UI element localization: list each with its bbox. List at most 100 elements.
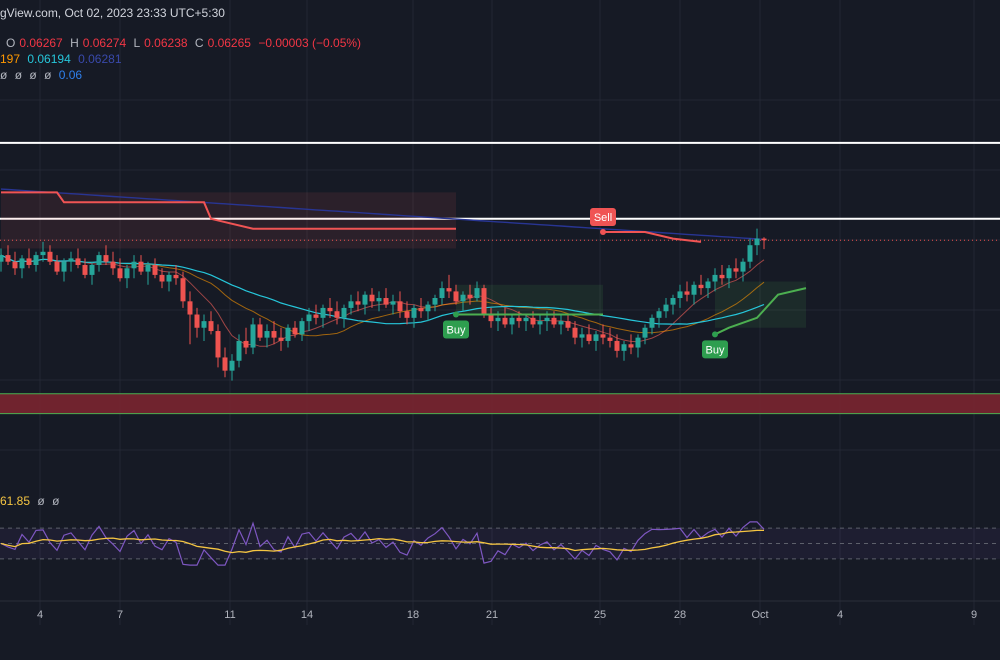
- fill-up-2: [715, 281, 806, 328]
- candle-body-66: [460, 294, 466, 302]
- signal-label-bg-0: [443, 320, 469, 339]
- candle-body-109: [761, 238, 767, 241]
- candle-body-40: [278, 337, 284, 341]
- x-tick-label-8: Oct: [751, 609, 768, 621]
- source-line: gView.com, Oct 02, 2023 23:33 UTC+5:30: [0, 6, 225, 20]
- candle-body-55: [383, 298, 389, 305]
- candle-body-85: [593, 334, 599, 341]
- candle-body-72: [502, 317, 508, 325]
- candle-body-64: [446, 288, 452, 292]
- candle-body-24: [166, 274, 172, 282]
- low-label: L: [133, 36, 141, 50]
- supertrend-down-line-2: [603, 231, 702, 243]
- candle-body-100: [698, 284, 704, 289]
- candle-body-35: [243, 340, 249, 348]
- candle-body-20: [138, 261, 144, 272]
- candle-body-42: [292, 327, 298, 335]
- candle-body-41: [285, 327, 291, 341]
- candle-body-47: [327, 307, 333, 312]
- indicator-value: 0.06: [58, 68, 83, 82]
- rsi-na-1: ø: [37, 494, 45, 508]
- rsi-line: [0, 521, 765, 566]
- ma-value-1: 197: [0, 52, 21, 66]
- x-tick-label-9: 4: [837, 609, 843, 621]
- x-tick-label-0: 4: [37, 609, 43, 621]
- candle-body-68: [474, 288, 480, 299]
- x-tick-label-5: 21: [486, 609, 498, 621]
- candle-body-97: [677, 291, 683, 299]
- candle-body-77: [537, 321, 543, 325]
- indicator-na-4: ø: [44, 68, 52, 82]
- candle-body-62: [432, 298, 438, 305]
- x-tick-label-2: 11: [224, 609, 235, 621]
- candle-body-21: [145, 265, 151, 272]
- candle-body-31: [215, 331, 221, 358]
- candle-body-10: [68, 258, 74, 262]
- candle-body-51: [355, 301, 361, 305]
- candle-body-102: [712, 274, 718, 282]
- candle-body-8: [54, 261, 60, 272]
- change-value: −0.00003 (−0.05%): [258, 36, 362, 50]
- high-value: 0.06274: [82, 36, 127, 50]
- candle-body-96: [670, 298, 676, 305]
- candle-body-45: [313, 314, 319, 318]
- signal-dot-2: [712, 331, 718, 338]
- candle-body-49: [341, 307, 347, 318]
- candle-body-33: [229, 360, 235, 371]
- candle-body-52: [362, 294, 368, 305]
- supertrend-down-line-1: [1, 191, 456, 230]
- candle-body-107: [747, 245, 753, 262]
- indicator-line: ø ø ø ø 0.06: [0, 68, 86, 82]
- candle-body-81: [565, 321, 571, 328]
- candle-body-71: [495, 317, 501, 322]
- candle-body-90: [628, 344, 634, 348]
- resistance-zone: [0, 393, 1000, 415]
- candle-body-69: [481, 288, 487, 315]
- candle-body-78: [544, 317, 550, 322]
- candle-body-94: [656, 311, 662, 318]
- candle-body-11: [75, 258, 81, 265]
- candle-body-87: [607, 337, 613, 341]
- candle-body-56: [390, 301, 396, 305]
- candle-body-105: [733, 268, 739, 272]
- candle-body-18: [124, 268, 130, 279]
- fill-down-1: [1, 192, 456, 249]
- signal-label-bg-1: [590, 207, 616, 226]
- rsi-header: 61.85 ø ø: [0, 494, 63, 508]
- ma-value-2: 0.06194: [27, 52, 71, 66]
- candle-body-84: [586, 334, 592, 341]
- fill-up-1: [456, 284, 603, 315]
- candle-body-53: [369, 294, 375, 302]
- candle-body-93: [649, 317, 655, 328]
- candle-body-95: [663, 304, 669, 312]
- x-tick-label-4: 18: [407, 609, 419, 621]
- candle-body-25: [173, 274, 179, 279]
- candle-body-58: [404, 311, 410, 318]
- candle-body-26: [180, 278, 186, 302]
- candle-body-48: [334, 311, 340, 318]
- indicator-na-2: ø: [14, 68, 23, 82]
- close-value: 0.06265: [207, 36, 251, 50]
- candle-body-9: [61, 261, 67, 272]
- candle-body-43: [299, 321, 305, 335]
- candle-body-99: [691, 284, 697, 295]
- candle-body-106: [740, 261, 746, 272]
- ohlc-line: O 0.06267 H 0.06274 L 0.06238 C 0.06265 −0.0…: [6, 36, 365, 50]
- close-label: C: [194, 36, 204, 50]
- candle-body-75: [523, 317, 529, 322]
- candle-body-19: [131, 261, 137, 269]
- candle-body-38: [264, 331, 270, 338]
- candle-body-88: [614, 340, 620, 351]
- signal-dot-1: [600, 228, 606, 235]
- candle-body-67: [467, 294, 473, 299]
- x-tick-label-6: 25: [594, 609, 606, 621]
- candle-body-83: [579, 334, 585, 338]
- candles: [0, 228, 767, 381]
- indicator-na-1: ø: [0, 68, 8, 82]
- candle-body-5: [33, 255, 39, 265]
- signal-labels: Buy Sell Buy: [443, 207, 728, 359]
- signal-label-0: Buy: [447, 325, 466, 337]
- candle-body-30: [208, 321, 214, 332]
- candle-body-63: [439, 288, 445, 299]
